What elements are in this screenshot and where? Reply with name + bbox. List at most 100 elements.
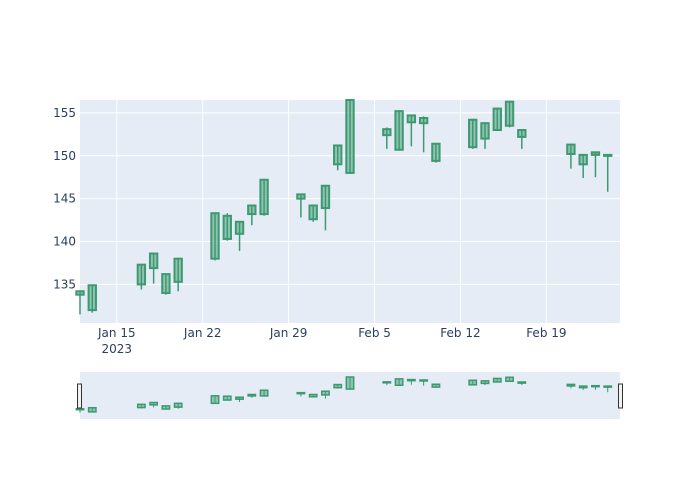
grid-lines bbox=[80, 100, 620, 323]
candle-body bbox=[136, 263, 147, 286]
slider-candle-body bbox=[394, 378, 404, 387]
slider-candle-body bbox=[505, 376, 514, 383]
candle-body bbox=[603, 153, 613, 157]
slider-candle-body bbox=[321, 390, 330, 396]
slider-candle bbox=[149, 401, 159, 408]
candle[interactable] bbox=[136, 263, 147, 290]
candle[interactable] bbox=[87, 284, 97, 313]
candle[interactable] bbox=[406, 114, 417, 147]
slider-candle-body bbox=[406, 378, 416, 382]
slider-candle bbox=[259, 389, 269, 397]
range-slider[interactable] bbox=[75, 372, 623, 419]
slider-candle-body bbox=[517, 381, 527, 384]
slider-candle-body bbox=[419, 379, 429, 382]
candle[interactable] bbox=[259, 178, 269, 216]
candle[interactable] bbox=[468, 118, 478, 149]
candle[interactable] bbox=[578, 153, 588, 179]
candle[interactable] bbox=[418, 116, 429, 153]
candle-body bbox=[320, 184, 331, 210]
candle-body bbox=[234, 220, 245, 235]
y-tick-label: 145 bbox=[53, 192, 76, 206]
slider-candle bbox=[431, 383, 441, 388]
candle[interactable] bbox=[492, 107, 502, 132]
slider-candle-body bbox=[87, 406, 97, 413]
range-slider-right-handle[interactable] bbox=[618, 383, 623, 409]
slider-candle bbox=[333, 383, 343, 389]
candle[interactable] bbox=[431, 142, 441, 163]
candle[interactable] bbox=[517, 129, 527, 149]
candle-body bbox=[87, 284, 97, 312]
slider-candle bbox=[382, 381, 392, 386]
slider-candle-body bbox=[161, 405, 171, 410]
range-slider-left-handle[interactable] bbox=[77, 383, 82, 409]
slider-candle bbox=[566, 383, 576, 389]
slider-candle-body bbox=[75, 407, 85, 411]
candle[interactable] bbox=[504, 100, 515, 128]
slider-candle bbox=[75, 407, 85, 413]
candle[interactable] bbox=[308, 204, 318, 222]
candle[interactable] bbox=[161, 273, 171, 295]
slider-candle bbox=[492, 377, 502, 383]
candle[interactable] bbox=[173, 257, 183, 292]
slider-candle-body bbox=[247, 393, 257, 397]
slider-candle bbox=[419, 379, 429, 386]
slider-candle-body bbox=[333, 383, 343, 389]
slider-candle-body bbox=[431, 383, 441, 388]
slider-candle-body bbox=[591, 384, 600, 388]
candle[interactable] bbox=[247, 204, 257, 226]
candle-body bbox=[504, 100, 515, 127]
slider-candle-body bbox=[578, 385, 588, 389]
slider-candle-body bbox=[296, 391, 306, 395]
candle[interactable] bbox=[148, 252, 159, 284]
y-tick-label: 135 bbox=[53, 277, 76, 291]
slider-candle bbox=[222, 395, 232, 401]
candle[interactable] bbox=[603, 153, 613, 192]
slider-candle bbox=[517, 381, 527, 386]
candle-body bbox=[406, 114, 417, 124]
candle[interactable] bbox=[320, 184, 331, 231]
candle[interactable] bbox=[333, 144, 343, 171]
x-tick-label: Feb 5 bbox=[358, 326, 391, 340]
candle-body bbox=[418, 117, 429, 125]
slider-candle-body bbox=[603, 385, 613, 388]
candle[interactable] bbox=[210, 212, 220, 261]
slider-candle-body bbox=[222, 395, 232, 401]
candle-body bbox=[431, 142, 441, 162]
range-slider-candles bbox=[75, 376, 613, 413]
slider-candle bbox=[173, 402, 183, 409]
candle[interactable] bbox=[345, 99, 355, 174]
candle-body bbox=[492, 107, 502, 132]
candle-body bbox=[345, 99, 355, 174]
x-axis-ticks: Jan 15 2023 Jan 22 Jan 29 Feb 5 Feb 12 Feb 19 bbox=[97, 326, 567, 356]
x-tick-label: Jan 22 bbox=[183, 326, 222, 340]
slider-candle-body bbox=[259, 389, 269, 397]
candle[interactable] bbox=[222, 213, 232, 241]
candle-body bbox=[222, 214, 232, 240]
y-tick-label: 140 bbox=[53, 235, 76, 249]
candles-main[interactable] bbox=[75, 99, 613, 315]
candle[interactable] bbox=[382, 127, 392, 149]
slider-candle-body bbox=[235, 396, 244, 400]
slider-candle bbox=[136, 403, 146, 409]
slider-candle bbox=[394, 378, 404, 387]
candle-body bbox=[173, 257, 183, 283]
candle[interactable] bbox=[296, 193, 306, 218]
candle[interactable] bbox=[394, 110, 404, 151]
candle[interactable] bbox=[234, 220, 245, 251]
slider-candle bbox=[308, 393, 318, 398]
slider-candle bbox=[235, 396, 244, 403]
candle-body bbox=[590, 151, 601, 156]
slider-candle-body bbox=[308, 393, 318, 398]
candle[interactable] bbox=[480, 122, 490, 149]
slider-candle bbox=[87, 406, 97, 413]
slider-candle-body bbox=[173, 402, 183, 408]
slider-candle-body bbox=[566, 383, 576, 387]
candle[interactable] bbox=[566, 143, 576, 169]
candle[interactable] bbox=[75, 290, 85, 315]
candle[interactable] bbox=[590, 151, 601, 178]
slider-candle bbox=[210, 395, 220, 405]
slider-candle bbox=[578, 385, 588, 390]
candle-body bbox=[382, 128, 392, 137]
